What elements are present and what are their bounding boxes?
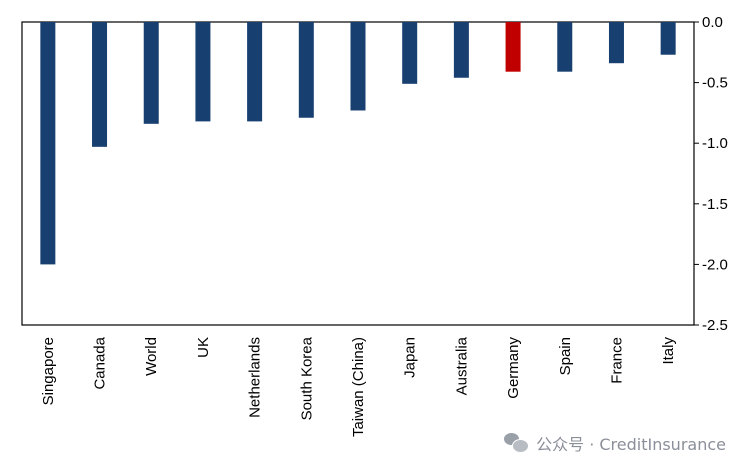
bar-south-korea [298, 22, 314, 118]
bar-netherlands [247, 22, 263, 122]
y-tick-label-4: -2.0 [702, 256, 728, 273]
bar-france [608, 22, 624, 64]
y-tick-label-5: -2.5 [702, 317, 728, 334]
category-label-italy: Italy [660, 337, 677, 365]
category-label-germany: Germany [505, 337, 522, 399]
category-label-japan: Japan [402, 337, 419, 378]
category-label-canada: Canada [92, 336, 109, 389]
category-label-taiwan-china: Taiwan (China) [350, 337, 367, 437]
y-tick-label-1: -0.5 [702, 75, 728, 92]
watermark: 公众号 · CreditInsurance [504, 431, 726, 455]
bar-australia [453, 22, 469, 78]
category-label-uk: UK [195, 337, 212, 358]
bar-germany [505, 22, 521, 72]
y-tick-label-0: 0.0 [702, 14, 723, 31]
y-tick-label-3: -1.5 [702, 196, 728, 213]
category-label-australia: Australia [453, 336, 470, 395]
bar-italy [660, 22, 676, 55]
bar-uk [195, 22, 211, 122]
bar-taiwan-china [350, 22, 366, 111]
bar-world [143, 22, 159, 124]
category-label-spain: Spain [557, 337, 574, 375]
y-tick-label-2: -1.0 [702, 135, 728, 152]
category-label-singapore: Singapore [40, 337, 57, 405]
bar-canada [92, 22, 108, 147]
category-label-world: World [143, 337, 160, 376]
category-label-south-korea: South Korea [298, 336, 315, 420]
wechat-icon [504, 433, 530, 453]
category-label-france: France [608, 337, 625, 384]
bar-singapore [40, 22, 56, 265]
bar-spain [557, 22, 573, 72]
category-label-netherlands: Netherlands [247, 337, 264, 418]
watermark-text: 公众号 · CreditInsurance [536, 435, 726, 454]
bar-japan [402, 22, 418, 84]
